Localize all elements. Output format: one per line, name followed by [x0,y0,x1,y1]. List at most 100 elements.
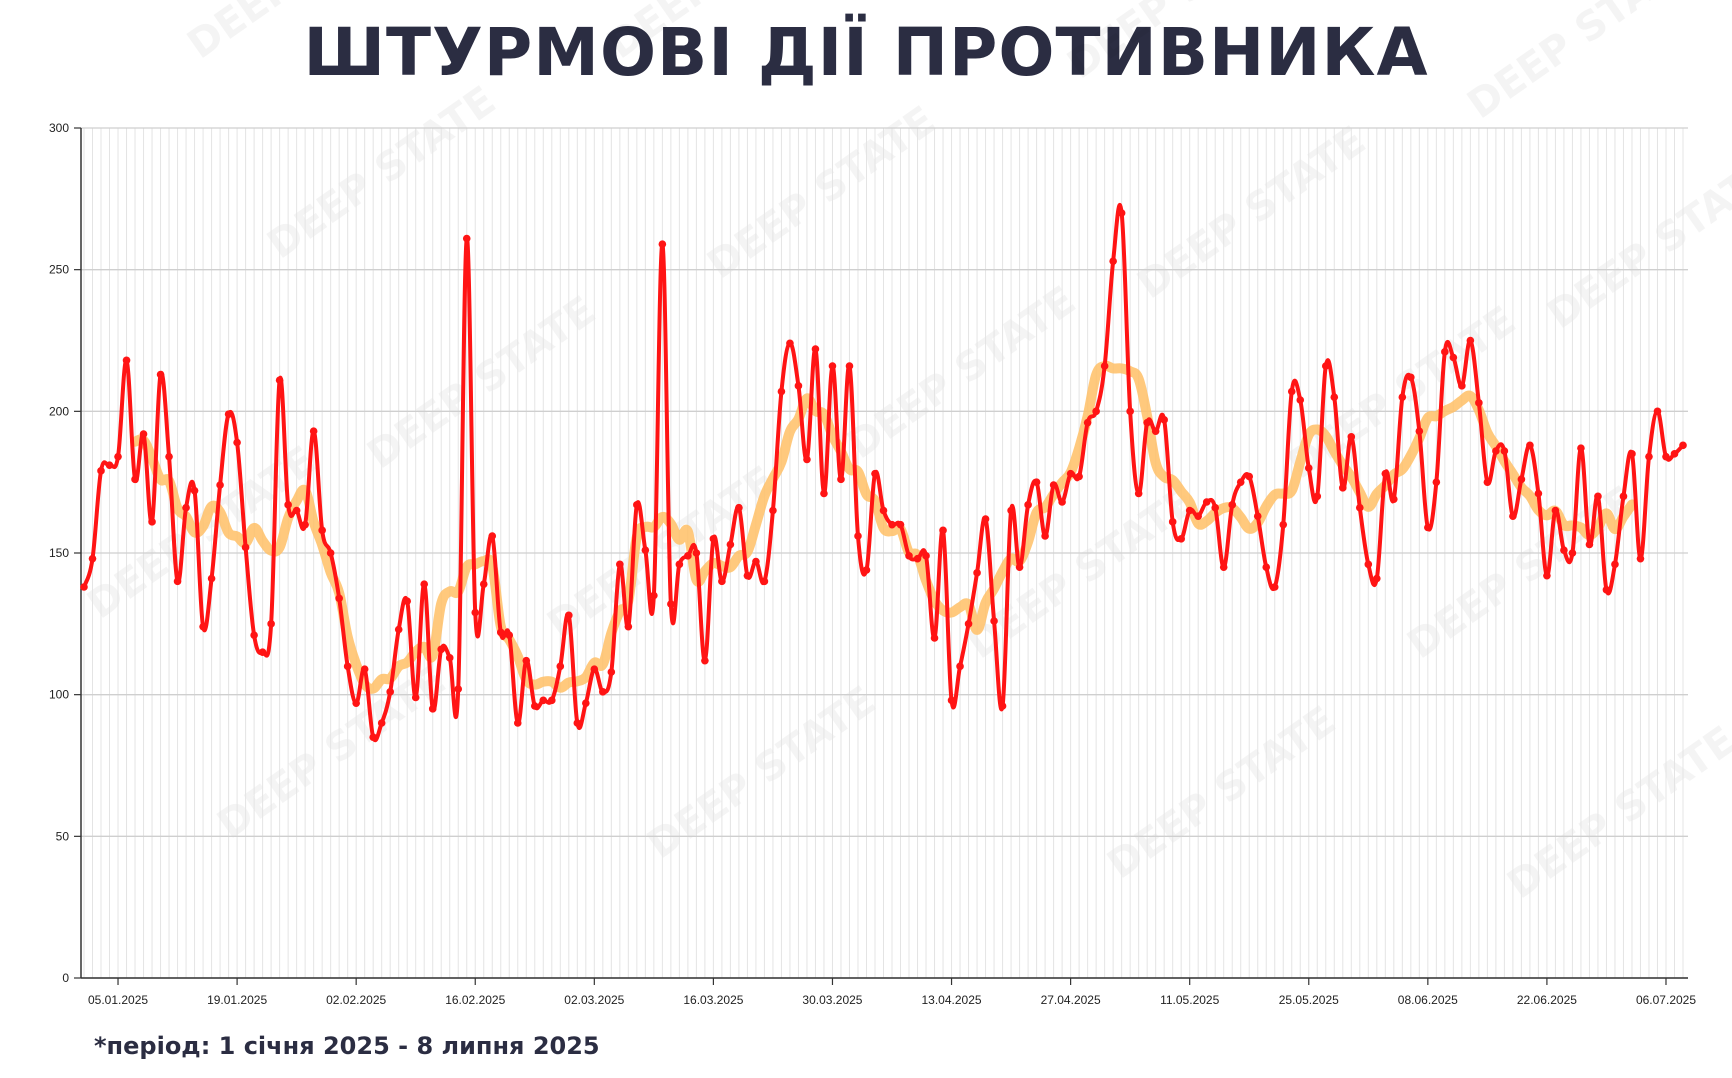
data-point [1015,563,1024,571]
x-tick-label: 16.02.2025 [445,993,505,1007]
data-point [1594,492,1602,501]
data-point [377,719,386,727]
data-point [964,620,973,628]
x-tick-label: 25.05.2025 [1279,993,1339,1007]
data-point [888,520,896,529]
data-point [1024,501,1032,509]
data-point [1551,506,1560,515]
watermark-text: DEEP STATE [1459,0,1704,128]
watermark-text: DEEP STATE [839,278,1084,469]
x-tick-label: 11.05.2025 [1160,993,1219,1007]
data-point [845,362,854,370]
data-point [131,475,139,484]
data-point [905,552,913,560]
data-point [718,577,726,586]
data-point [760,577,769,586]
data-point [998,702,1007,710]
x-tick-label: 02.02.2025 [326,993,386,1007]
watermark-text: DEEP STATE [639,678,884,869]
y-tick-label: 200 [49,404,69,418]
data-point [1194,512,1202,520]
data-point [599,688,607,696]
data-point [1483,478,1492,486]
data-point [292,506,301,515]
data-point [1134,489,1143,498]
x-tick-label: 05.01.2025 [88,993,148,1007]
data-point [547,696,556,705]
data-point [343,662,352,671]
data-point [1143,418,1151,427]
x-tick-label: 22.06.2025 [1517,993,1577,1007]
data-point [1492,447,1500,455]
data-point [1083,418,1092,427]
data-point [1373,574,1381,583]
data-point [1253,512,1262,520]
data-point [1058,498,1066,506]
watermark-text: DEEP STATE [699,98,944,289]
data-point [1279,520,1288,529]
series-line [82,203,1685,743]
data-point [828,362,837,370]
data-point [1577,444,1585,452]
data-point [1355,503,1364,512]
data-point [190,486,199,495]
data-point [335,594,343,603]
data-point [616,560,624,569]
data-point [1330,393,1339,401]
data-point [1458,382,1466,390]
data-point [1424,523,1432,532]
watermark-text: DEEP STATE [1059,0,1304,88]
data-point [1432,478,1441,486]
y-tick-label: 300 [49,121,69,135]
data-point [80,583,88,591]
data-point [1066,469,1075,478]
data-point [207,574,216,583]
data-point [505,631,514,639]
data-point [1160,416,1168,424]
data-point [675,560,684,569]
data-point [1262,563,1271,571]
data-point [1219,563,1228,571]
data-point [913,554,922,563]
data-point [930,634,939,642]
data-point [922,552,930,560]
data-point [1287,387,1296,396]
data-point [692,549,701,557]
data-point [539,696,548,705]
x-tick-label: 30.03.2025 [802,993,862,1007]
data-point [1109,257,1117,265]
data-point [199,622,207,631]
data-point [1270,583,1279,591]
data-point [667,600,675,608]
data-point [496,628,505,637]
data-point [556,662,565,671]
data-point [97,467,105,475]
data-point [1347,433,1356,441]
data-point [624,622,633,631]
data-point [105,461,114,469]
watermark-text: DEEP STATE [1539,148,1732,339]
watermark-text: DEEP STATE [599,0,844,68]
data-point [769,506,777,515]
data-point [394,625,403,634]
data-point [1032,478,1041,486]
data-point [582,699,590,707]
data-point [513,719,522,727]
data-point [1117,209,1126,217]
data-point [1398,393,1407,401]
data-point [590,665,599,673]
data-point [752,557,760,566]
data-point [522,656,531,665]
data-point [879,506,888,515]
data-point [360,665,369,673]
data-point [1611,560,1619,569]
data-point [488,532,497,540]
data-point [684,552,692,560]
data-point [352,699,360,707]
data-point [990,617,998,625]
data-point [420,580,429,588]
data-point [326,549,335,557]
data-point [1168,518,1177,526]
data-point [565,611,573,620]
